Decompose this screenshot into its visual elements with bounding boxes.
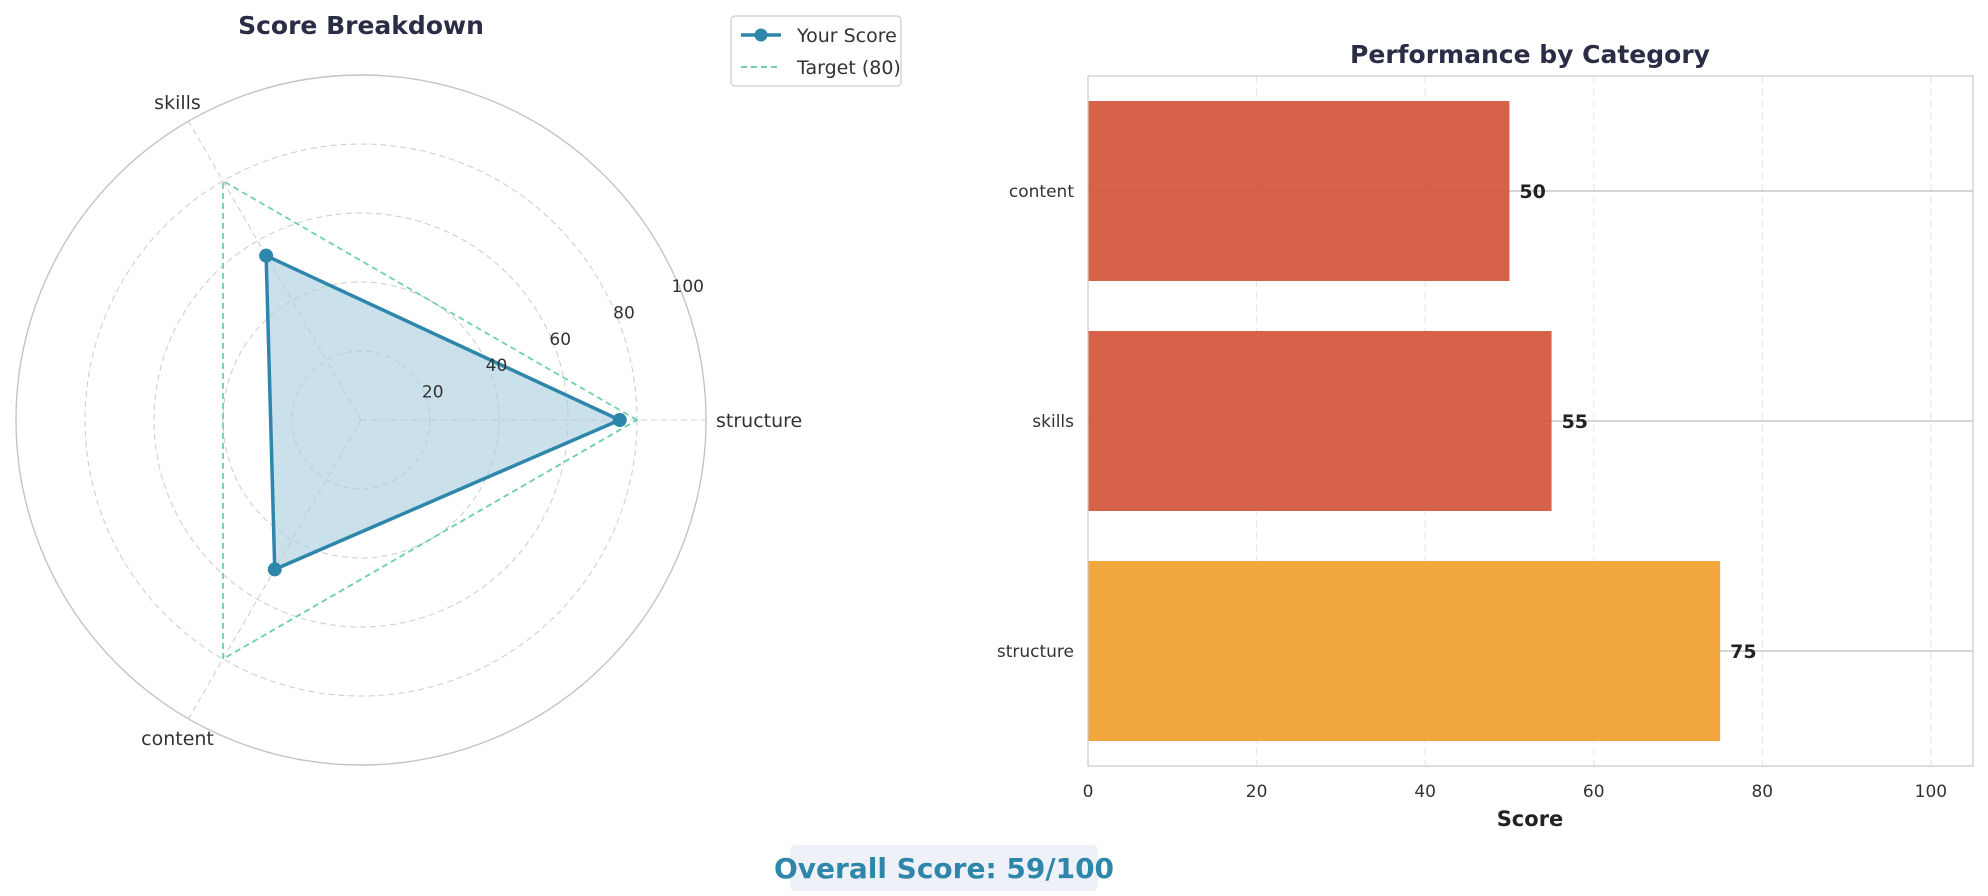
bar-structure — [1088, 561, 1721, 741]
radar-legend: Your Score Target (80) — [730, 15, 902, 87]
radar-target-polygon — [222, 179, 639, 661]
bar-skills — [1088, 331, 1552, 511]
bar-x-tick-label: 0 — [1083, 782, 1094, 802]
bar-x-tick-label: 100 — [1915, 782, 1947, 802]
radar-category-label-structure: structure — [716, 410, 802, 432]
radar-title: Score Breakdown — [238, 11, 484, 40]
bar-content — [1088, 101, 1510, 281]
bar-category-label-structure: structure — [997, 642, 1074, 662]
bar-chart: Performance by Category 50 55 75 0 20 40 60 80… — [997, 40, 1974, 831]
legend-your-score-label: Your Score — [796, 25, 897, 47]
bar-bars — [1088, 101, 1721, 741]
bar-x-tick-label: 80 — [1751, 782, 1773, 802]
radar-radial-tick-label: 20 — [422, 383, 444, 403]
radar-category-label-skills: skills — [154, 92, 201, 114]
bar-value-label-structure: 75 — [1730, 641, 1756, 663]
bar-category-label-skills: skills — [1032, 412, 1074, 432]
radar-score-fill — [266, 255, 620, 570]
radar-category-label-content: content — [141, 728, 214, 750]
radar-target-series — [222, 179, 639, 661]
bar-x-tick-label: 40 — [1414, 782, 1436, 802]
radar-radial-ticks: 20 40 60 80 100 — [422, 277, 704, 403]
bar-value-label-skills: 55 — [1562, 411, 1588, 433]
bar-category-label-content: content — [1009, 182, 1074, 202]
radar-score-series — [259, 248, 627, 577]
legend-your-score-marker — [754, 28, 768, 42]
radar-score-outline — [264, 253, 622, 572]
radar-radial-tick-label: 100 — [672, 277, 704, 297]
bar-x-ticks: 0 20 40 60 80 100 — [1083, 782, 1947, 802]
radar-radial-tick-label: 40 — [486, 356, 508, 376]
bar-value-label-content: 50 — [1519, 181, 1545, 203]
radar-category-labels: structure skills content — [141, 92, 802, 750]
radar-radial-tick-label: 80 — [613, 303, 635, 323]
radar-score-point-skills — [259, 248, 274, 263]
bar-title: Performance by Category — [1350, 40, 1710, 69]
radar-radial-tick-label: 60 — [549, 330, 571, 350]
bar-category-labels: content skills structure — [997, 182, 1074, 662]
bar-x-tick-label: 20 — [1246, 782, 1268, 802]
bar-value-labels: 50 55 75 — [1519, 181, 1756, 663]
radar-score-point-content — [267, 562, 282, 577]
overall-score-badge: Overall Score: 59/100 — [774, 845, 1114, 891]
bar-x-axis-label: Score — [1497, 807, 1564, 831]
bar-axes-frame — [1087, 75, 1974, 767]
radar-chart: Score Breakdown 20 40 60 80 100 structure ski… — [15, 11, 802, 766]
bar-x-tick-label: 60 — [1583, 782, 1605, 802]
radar-score-point-structure — [612, 413, 627, 427]
legend-target-label: Target (80) — [796, 57, 901, 79]
